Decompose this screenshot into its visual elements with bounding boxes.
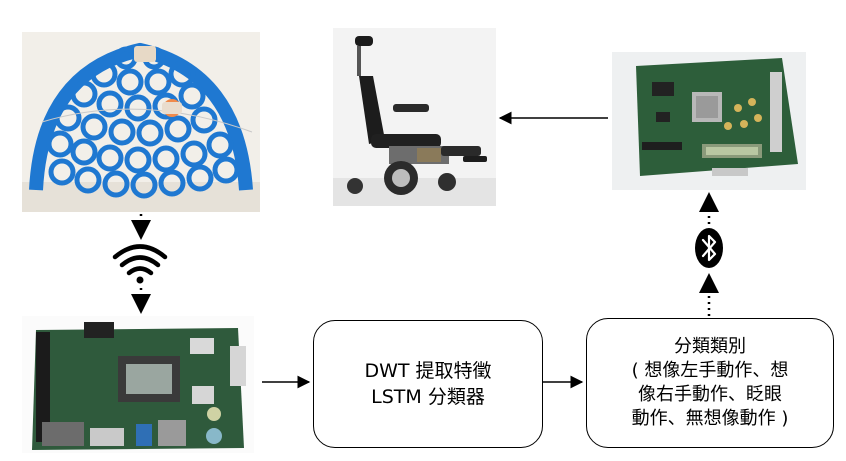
fpga-board-photo	[612, 52, 806, 190]
wifi-icon	[112, 244, 168, 284]
classification-line-3: 像右手動作、眨眼	[638, 384, 782, 405]
jetson-board-drawing	[22, 316, 254, 453]
feature-extraction-line-2: LSTM 分類器	[371, 386, 485, 408]
classification-line-4: 動作、無想像動作 )	[631, 408, 789, 429]
electric-wheelchair-photo	[333, 28, 496, 206]
feature-extraction-line-1: DWT 提取特徵	[364, 360, 492, 382]
classification-line-2: ( 想像左手動作、想	[631, 360, 789, 381]
eeg-headset-photo	[22, 32, 260, 212]
classification-box: 分類類別 ( 想像左手動作、想 像右手動作、眨眼 動作、無想像動作 )	[586, 318, 834, 448]
bluetooth-icon	[695, 228, 723, 268]
wheelchair-drawing	[333, 28, 496, 206]
feature-extraction-box: DWT 提取特徵 LSTM 分類器	[313, 320, 543, 448]
fpga-board-drawing	[612, 52, 806, 190]
classification-line-1: 分類類別	[674, 336, 746, 357]
eeg-headset-drawing	[22, 32, 260, 212]
jetson-board-photo	[22, 316, 254, 453]
